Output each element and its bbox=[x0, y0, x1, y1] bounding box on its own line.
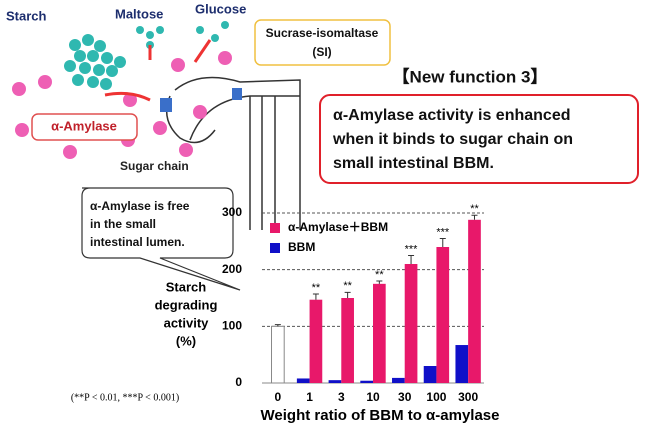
x-tick-label: 0 bbox=[275, 390, 282, 404]
callout-line: in the small bbox=[90, 217, 156, 231]
legend-swatch bbox=[270, 223, 280, 233]
x-tick-label: 300 bbox=[458, 390, 478, 404]
y-axis-label: (%) bbox=[176, 333, 196, 348]
x-axis-label: Weight ratio of BBM to α-amylase bbox=[261, 407, 500, 424]
error-bar bbox=[274, 324, 281, 327]
y-tick-label: 300 bbox=[222, 205, 242, 219]
cell-diagram bbox=[12, 19, 639, 291]
label: Glucose bbox=[195, 1, 246, 16]
bar bbox=[360, 380, 373, 383]
y-tick-label: 200 bbox=[222, 262, 242, 276]
bar bbox=[468, 219, 481, 383]
x-tick-label: 100 bbox=[426, 390, 446, 404]
y-axis-label: activity bbox=[164, 315, 210, 330]
error-bar bbox=[344, 291, 351, 298]
y-axis-label: degrading bbox=[155, 297, 218, 312]
bar bbox=[423, 366, 437, 383]
significance: ** bbox=[312, 282, 321, 294]
si-protein bbox=[232, 88, 242, 100]
si-label: (SI) bbox=[312, 45, 331, 59]
significance: ** bbox=[375, 269, 384, 281]
legend-label: α-Amylase＋BBM bbox=[288, 220, 388, 234]
x-tick-label: 1 bbox=[306, 390, 313, 404]
si-label: Sucrase-isomaltase bbox=[266, 26, 379, 40]
x-tick-label: 30 bbox=[398, 390, 412, 404]
label: Sugar chain bbox=[120, 159, 189, 173]
significance: ** bbox=[470, 203, 479, 215]
arrow bbox=[104, 39, 212, 102]
callout-line: α-Amylase activity is enhanced bbox=[333, 107, 571, 124]
error-bar bbox=[408, 255, 415, 264]
bar bbox=[404, 264, 418, 383]
x-tick-label: 3 bbox=[338, 390, 345, 404]
label: Starch bbox=[6, 8, 47, 23]
membrane bbox=[174, 76, 301, 230]
bar bbox=[436, 247, 450, 383]
error-bar bbox=[376, 280, 383, 284]
error-bar bbox=[312, 293, 319, 300]
significance: *** bbox=[405, 243, 419, 255]
heading: 【New function 3】 bbox=[393, 66, 548, 86]
legend-label: BBM bbox=[288, 240, 315, 254]
label: α-Amylase bbox=[51, 118, 117, 133]
callout-line: when it binds to sugar chain on bbox=[332, 131, 573, 148]
diagram-text: Starch Maltose Glucose α-Amylase Sugar c… bbox=[6, 1, 573, 249]
y-tick-label: 100 bbox=[222, 319, 242, 333]
significance: *** bbox=[436, 226, 450, 238]
bar bbox=[328, 380, 342, 383]
amylase-box bbox=[31, 113, 138, 141]
si-box bbox=[254, 19, 391, 66]
callout-line: intestinal lumen. bbox=[90, 235, 185, 249]
callout-line: small intestinal BBM. bbox=[333, 155, 494, 172]
error-bar bbox=[439, 238, 446, 247]
callout-line: α-Amylase is free bbox=[90, 199, 190, 213]
error-bar bbox=[471, 214, 478, 220]
main-callout-box bbox=[319, 94, 639, 184]
x-tick-label: 10 bbox=[366, 390, 380, 404]
significance: ** bbox=[343, 280, 352, 292]
chart: 0100200300Starchdegradingactivity(%)Weig… bbox=[71, 203, 500, 424]
bar bbox=[373, 283, 386, 383]
y-tick-label: 0 bbox=[235, 375, 242, 389]
si-protein bbox=[160, 98, 172, 112]
free-callout-box bbox=[81, 187, 241, 291]
legend-swatch bbox=[270, 243, 280, 253]
bar bbox=[392, 377, 405, 383]
label: Maltose bbox=[115, 6, 163, 21]
bar bbox=[271, 325, 285, 384]
bar bbox=[341, 298, 354, 383]
bar bbox=[296, 378, 310, 383]
y-axis-label: Starch bbox=[166, 279, 207, 294]
footnote: (**P < 0.01, ***P < 0.001) bbox=[71, 392, 179, 403]
starch-cluster bbox=[64, 21, 229, 90]
bar bbox=[455, 345, 469, 383]
membrane bbox=[165, 95, 216, 144]
bar bbox=[309, 299, 323, 383]
